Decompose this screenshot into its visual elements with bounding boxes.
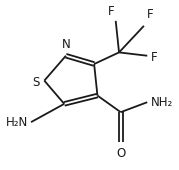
Text: F: F [107, 5, 114, 18]
Text: NH₂: NH₂ [151, 96, 173, 109]
Text: N: N [62, 38, 70, 51]
Text: S: S [32, 76, 39, 89]
Text: F: F [147, 8, 154, 21]
Text: H₂N: H₂N [6, 116, 28, 129]
Text: O: O [116, 147, 125, 160]
Text: F: F [151, 51, 157, 64]
